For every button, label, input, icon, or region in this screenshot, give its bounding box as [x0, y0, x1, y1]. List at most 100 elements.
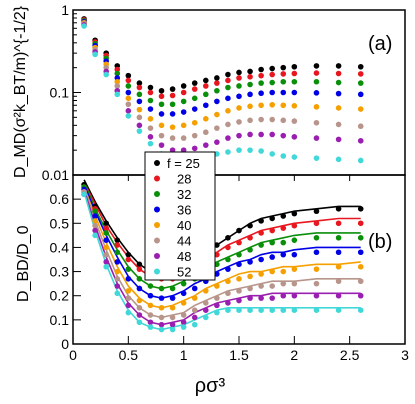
panel-a-point-f36-7 — [158, 111, 165, 117]
panel-b-point-f48-2 — [103, 259, 109, 265]
panel-b-point-f28-14 — [236, 239, 242, 246]
panel-b-point-f40-22 — [357, 263, 364, 270]
panel-b-point-f44-6 — [147, 312, 154, 318]
panel-b-point-f36-7 — [158, 295, 165, 301]
panel-a-point-f28-14 — [236, 75, 242, 81]
panel-b-point-f36-10 — [191, 285, 198, 292]
panel-b-point-f44-4 — [125, 295, 132, 301]
panel-a-point-f28-8 — [169, 92, 176, 99]
panel-b-point-f32-5 — [136, 276, 143, 282]
panel-b-point-f40-17 — [269, 268, 276, 275]
panel-a-point-f44-18 — [280, 117, 287, 124]
panel-a-point-f52-0 — [81, 23, 87, 29]
panel-b-points — [81, 181, 364, 333]
panel-b-point-f52-16 — [258, 307, 264, 314]
panel-b-xtick-label-0: 0 — [69, 347, 77, 363]
panel-a-point-f28-6 — [147, 89, 154, 96]
panel-b-point-f44-21 — [335, 278, 342, 285]
panel-b-point-f36-6 — [147, 292, 154, 299]
panel-b-xtick-label-4: 2 — [290, 347, 298, 363]
panel-b-point-f28-15 — [247, 234, 253, 241]
panel-b-point-f48-3 — [114, 283, 121, 289]
legend-marker-f32 — [154, 191, 160, 197]
panel-a-point-f52-14 — [236, 147, 242, 153]
panel-a-point-f48-15 — [247, 131, 253, 138]
panel-b-point-f36-2 — [103, 237, 109, 243]
panel-b-point-f44-13 — [225, 290, 231, 297]
panel-a-point-f28-19 — [291, 70, 298, 77]
panel-a-point-f40-15 — [247, 103, 253, 110]
panel-a-point-f48-10 — [191, 145, 198, 152]
panel-a-point-f44-8 — [169, 135, 176, 141]
panel-a-point-f32-12 — [214, 87, 220, 94]
panel-a-point-f25-4 — [125, 72, 132, 79]
panel-b-point-f52-7 — [158, 326, 165, 333]
panel-b-point-f28-22 — [357, 220, 364, 227]
panel-b-point-f25-13 — [225, 234, 231, 241]
panel-a-point-f36-15 — [247, 91, 253, 98]
panel-a-point-f25-14 — [236, 69, 242, 76]
panel-a-ytick-label-1: 0.1 — [50, 85, 70, 101]
panel-a-point-f44-19 — [291, 118, 298, 124]
panel-b-point-f52-18 — [280, 307, 287, 314]
panel-b-point-f28-5 — [136, 266, 143, 272]
panel-a-point-f28-10 — [191, 86, 198, 92]
panel-a-point-f32-19 — [291, 78, 298, 85]
panel-a-point-f25-11 — [203, 77, 209, 84]
panel-a-point-f44-22 — [357, 123, 364, 130]
panel-a-point-f44-3 — [114, 83, 121, 89]
panel-b-point-f32-22 — [357, 234, 364, 241]
panel-b-point-f36-5 — [136, 285, 143, 292]
panel-a-point-f36-17 — [269, 89, 276, 96]
panel-a-point-f32-9 — [180, 98, 187, 105]
legend-marker-f25 — [154, 160, 160, 166]
panel-a-point-f32-13 — [225, 84, 231, 91]
panel-b-point-f44-15 — [247, 285, 253, 292]
panel-b-point-f52-3 — [114, 290, 121, 297]
panel-b-ytick-label-0: 0 — [61, 336, 69, 352]
panel-b-point-f44-18 — [280, 280, 287, 287]
panel-a-point-f28-20 — [313, 70, 320, 76]
panel-a-point-f40-8 — [169, 124, 176, 130]
panel-a-point-f28-21 — [335, 70, 342, 77]
panel-b-xtick-label-5: 2.5 — [340, 347, 360, 363]
panel-a-point-f36-19 — [291, 89, 298, 96]
panel-a-point-f36-14 — [236, 93, 242, 100]
panel-b-point-f48-19 — [291, 292, 298, 299]
panel-a-point-f48-13 — [225, 135, 231, 141]
panel-b-xtick-label-6: 3 — [401, 347, 409, 363]
panel-b-point-f25-5 — [136, 261, 143, 268]
panel-b-ticks: 0 0.1 0.2 0.3 0.4 0.5 0.6 0 0.5 1 1.5 2 2.5 3 — [50, 191, 410, 363]
panel-b-point-f36-14 — [236, 261, 242, 268]
panel-b-point-f40-2 — [103, 244, 109, 251]
panel-a-point-f36-13 — [225, 95, 231, 102]
panel-b-point-f25-16 — [258, 218, 264, 224]
panel-a-point-f44-16 — [258, 116, 264, 123]
panel-b-point-f32-13 — [225, 256, 231, 263]
panel-a-point-f36-21 — [335, 90, 342, 97]
panel-b-label: (b) — [368, 231, 392, 253]
panel-b-point-f40-7 — [158, 304, 165, 311]
panel-b-point-f36-20 — [313, 249, 320, 256]
panel-b-point-f44-10 — [191, 307, 198, 314]
panel-b-ytick-label-2: 0.2 — [50, 288, 70, 304]
panel-b-point-f28-18 — [280, 225, 287, 231]
panel-a-ylabel: D_MD(σ²k_BT/m)^{-1/2} — [12, 5, 29, 178]
panel-a-point-f52-20 — [313, 155, 320, 161]
panel-a-point-f25-16 — [258, 66, 264, 73]
panel-a-point-f52-22 — [357, 157, 364, 164]
panel-a-point-f25-7 — [158, 87, 165, 94]
panel-a-point-f25-13 — [225, 71, 231, 78]
panel-b-point-f48-16 — [258, 295, 264, 301]
panel-b-point-f40-13 — [225, 278, 231, 285]
panel-b-point-f36-17 — [269, 254, 276, 260]
panel-b-point-f52-11 — [203, 314, 209, 321]
panel-b-point-f32-8 — [169, 285, 176, 292]
panel-a-point-f32-15 — [247, 81, 253, 88]
panel-b-point-f48-12 — [214, 302, 220, 309]
panel-b-point-f25-4 — [125, 251, 132, 258]
legend-marker-f48 — [154, 253, 160, 259]
panel-a-point-f48-14 — [236, 132, 242, 139]
panel-a-point-f36-11 — [203, 102, 209, 109]
panel-a-point-f32-3 — [114, 70, 121, 77]
